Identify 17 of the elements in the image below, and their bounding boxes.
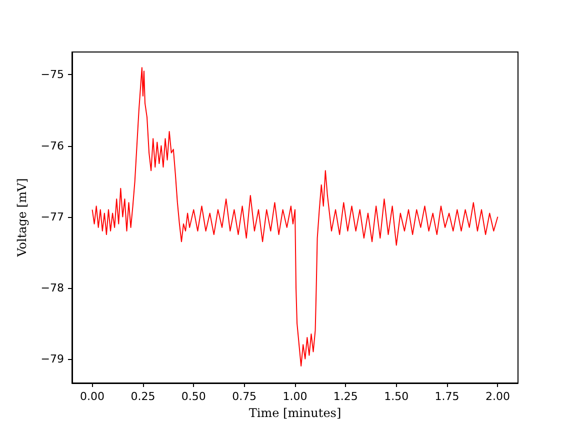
x-tick-label: 1.25	[333, 390, 358, 403]
x-tick-label: 1.00	[282, 390, 308, 403]
x-tick-label: 2.00	[485, 390, 510, 403]
x-tick-label: 0.25	[130, 390, 156, 403]
line-series	[92, 67, 498, 366]
x-tick-label: 0.50	[181, 390, 206, 403]
y-tick-label: −76	[40, 139, 64, 152]
y-tick-label: −75	[40, 68, 64, 82]
x-tick-label: 0.00	[80, 390, 105, 403]
y-tick-label: −78	[40, 281, 64, 294]
y-tick-label: −77	[40, 210, 64, 224]
y-axis-title: Voltage [mV]	[15, 178, 29, 258]
y-tick-label: −79	[40, 352, 64, 366]
x-tick-label: 1.50	[384, 390, 409, 403]
x-axis-title: Time [minutes]	[248, 406, 342, 420]
x-tick-label: 0.75	[232, 390, 257, 403]
x-tick-label: 1.75	[434, 390, 460, 403]
